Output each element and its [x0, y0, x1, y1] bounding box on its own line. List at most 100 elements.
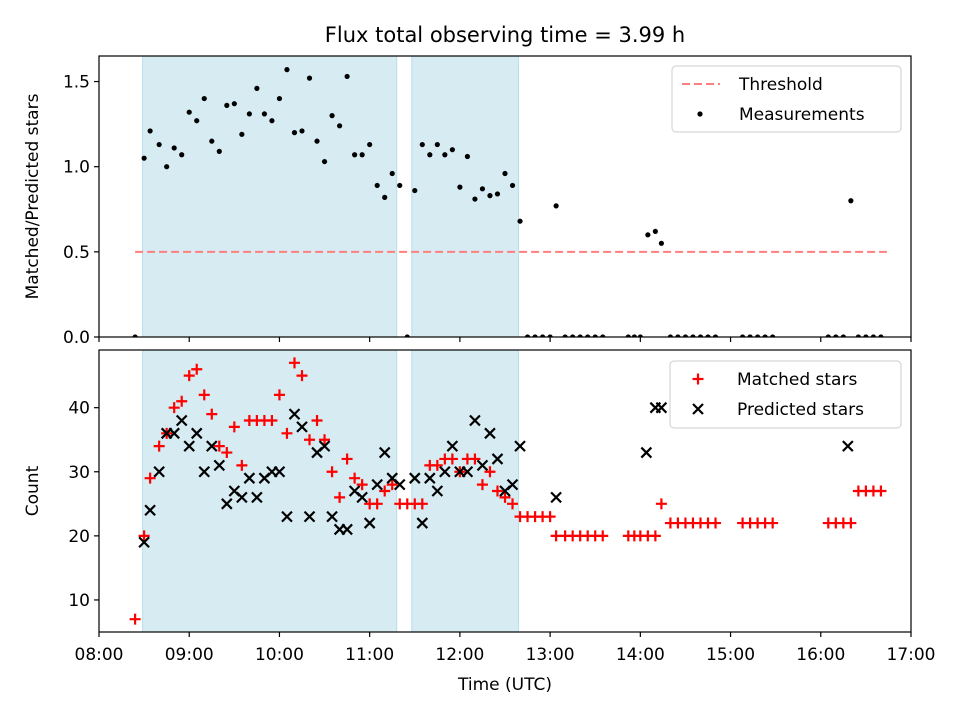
measurement-point — [397, 182, 403, 189]
measurement-point — [164, 164, 170, 170]
predicted-star-point — [409, 472, 421, 484]
measurement-point — [344, 73, 350, 80]
y-tick-label: 30 — [68, 463, 90, 483]
matched-star-point — [431, 459, 443, 471]
measurement-point — [209, 138, 215, 144]
matched-star-point — [183, 370, 195, 382]
measurement-point — [276, 95, 283, 102]
x-tick-label: 11:00 — [345, 645, 394, 665]
measurement-point — [171, 145, 177, 151]
predicted-star-point — [206, 440, 218, 452]
predicted-star-point — [484, 427, 496, 440]
measurement-point — [284, 67, 290, 73]
matched-star-point — [191, 363, 203, 375]
predicted-star-point — [138, 536, 150, 549]
x-tick-label: 14:00 — [616, 645, 665, 665]
predicted-star-point — [144, 504, 156, 517]
measurement-point — [367, 141, 373, 148]
y-tick-label: 40 — [68, 399, 90, 419]
measurement-point — [739, 334, 746, 337]
x-axis-label: Time (UTC) — [457, 675, 552, 695]
matched-star-point — [649, 530, 661, 542]
matched-star-point — [349, 472, 361, 484]
matched-star-point — [356, 479, 368, 491]
predicted-star-point — [446, 440, 459, 452]
matched-star-point — [221, 447, 233, 459]
x-tick-label: 15:00 — [706, 645, 755, 665]
top-panel-ratio: 0.0 0.5 1.0 1.5 Matched/Predicted stars Thres… — [23, 55, 912, 348]
matched-star-point — [491, 485, 503, 497]
x-tick-label: 08:00 — [75, 645, 124, 665]
measurement-point — [442, 152, 448, 158]
predicted-star-point — [431, 485, 444, 497]
measurement-point — [848, 198, 854, 204]
matched-star-point — [334, 491, 346, 503]
matched-star-point — [304, 434, 316, 446]
legend-box — [669, 360, 902, 429]
measurement-point — [524, 334, 531, 337]
measurement-point — [179, 152, 185, 158]
matched-star-point — [326, 466, 338, 478]
matched-star-point — [446, 453, 458, 465]
measurement-point — [457, 184, 463, 190]
measurement-point — [382, 194, 388, 200]
matched-star-point — [206, 408, 218, 420]
matched-star-point — [469, 453, 481, 465]
measurement-point — [329, 113, 335, 119]
observing-interval-0 — [142, 349, 398, 633]
measurement-point — [419, 141, 425, 148]
measurement-point — [449, 147, 455, 153]
matched-star-point — [129, 613, 141, 625]
measurement-point — [697, 334, 704, 337]
predicted-star-point — [469, 414, 481, 427]
matched-star-point — [266, 415, 278, 426]
x-tick-label: 16:00 — [796, 645, 845, 665]
y-tick-label: 0.0 — [63, 328, 90, 348]
predicted-star-point — [281, 510, 293, 523]
axes-frame — [98, 349, 912, 633]
measurement-point — [585, 334, 591, 337]
predicted-star-point — [183, 440, 195, 452]
measurement-point — [592, 334, 598, 337]
predicted-star-point — [175, 414, 188, 427]
matched-star-point — [845, 517, 857, 529]
measurement-point — [770, 334, 776, 337]
measurement-point — [231, 101, 237, 107]
measurement-point — [625, 334, 631, 337]
measurement-point — [404, 334, 410, 337]
predicted-star-point — [251, 491, 263, 504]
predicted-star-point — [318, 440, 331, 452]
predicted-star-point — [514, 440, 526, 452]
measurement-point — [427, 152, 433, 158]
x-tick-label: 13:00 — [526, 645, 575, 665]
measurement-point — [747, 334, 753, 337]
predicted-star-point — [273, 465, 286, 478]
measurement-point — [682, 334, 689, 337]
observing-interval-1 — [411, 55, 520, 338]
matched-star-point — [236, 459, 248, 471]
measurement-point — [306, 75, 313, 81]
measurement-point — [487, 193, 493, 199]
axes-frame — [98, 55, 912, 338]
measurement-point — [254, 85, 260, 91]
matched-star-point — [710, 517, 722, 529]
data-layer — [129, 357, 887, 625]
measurement-point — [631, 334, 637, 337]
measurement-point — [194, 118, 200, 124]
predicted-star-point — [190, 427, 203, 440]
observing-interval-0 — [142, 55, 398, 338]
measurement-point — [690, 334, 696, 337]
predicted-star-point — [461, 465, 474, 478]
matched-star-point — [341, 453, 353, 465]
predicted-star-point — [506, 478, 519, 491]
y-axis-label: Matched/Predicted stars — [23, 93, 43, 299]
measurement-point — [156, 141, 162, 148]
predicted-star-point — [288, 408, 301, 420]
legend-measurement-swatch — [697, 111, 703, 117]
measurement-point — [261, 111, 268, 117]
predicted-star-point — [371, 478, 383, 491]
y-tick-label: 1.0 — [63, 158, 90, 178]
predicted-star-point — [842, 440, 854, 452]
measurement-point — [667, 334, 674, 337]
measurement-point — [570, 334, 576, 337]
